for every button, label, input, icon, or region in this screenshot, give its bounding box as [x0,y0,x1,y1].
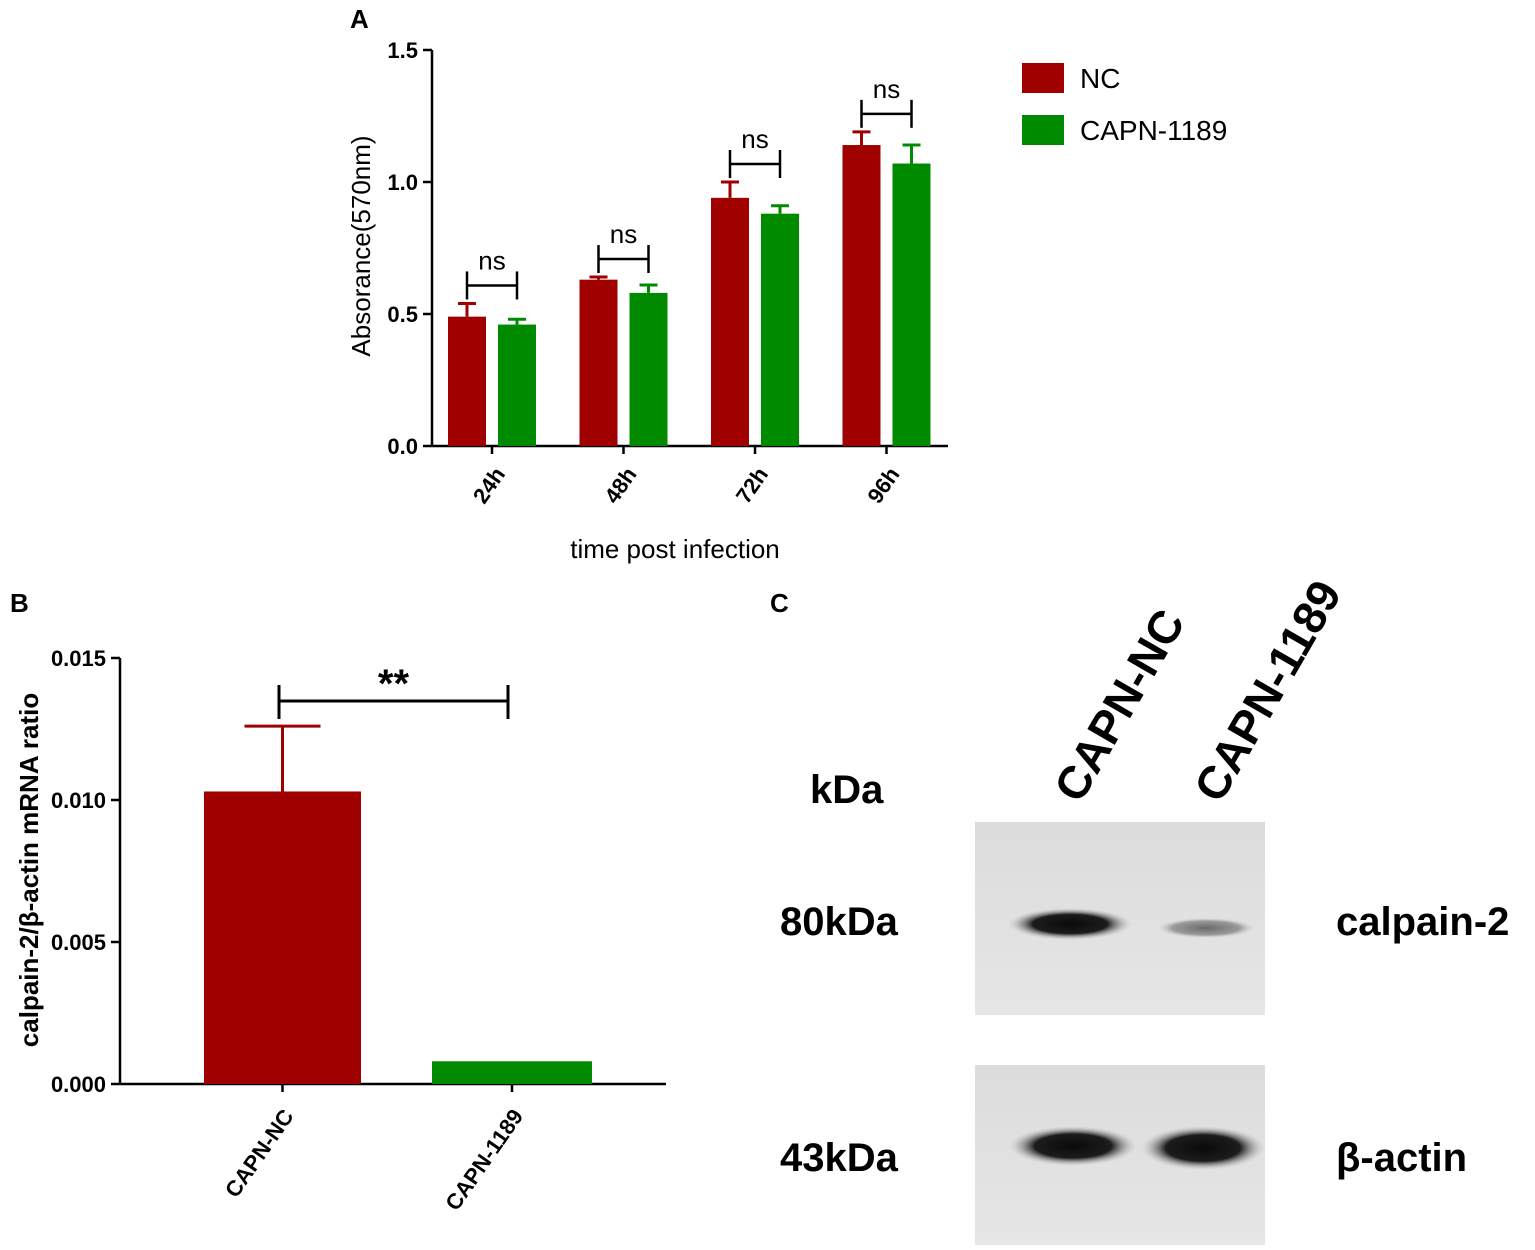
blot-unit-label: kDa [810,768,884,812]
chart-b-y-tick-label: 0.015 [51,646,106,671]
blot-protein-calpain-2: calpain-2 [1336,900,1509,944]
chart-a-bar-capn-1189 [629,292,668,446]
legend-swatch-nc [1022,63,1064,93]
blot-lane-label-capn-1189: CAPN-1189 [1184,571,1352,810]
panel-letter-c: C [770,588,789,618]
chart-b-y-tick-label: 0.010 [51,788,106,813]
chart-a-legend: NC CAPN-1189 [1022,63,1227,146]
chart-b-ylabel: calpain-2/β-actin mRNA ratio [14,693,44,1047]
chart-a-bar-nc [711,197,749,446]
chart-a-bar-nc [579,279,618,446]
chart-b-x-tick-label: CAPN-1189 [440,1105,528,1216]
blot-band-beta-actin-capn-1189 [1141,1126,1265,1170]
blot-band-beta-actin-capn-nc [1009,1126,1137,1166]
chart-a-xlabel: time post infection [570,534,780,564]
chart-a-y-tick-label: 0.5 [387,302,418,327]
chart-a-x-tick-label: 96h [862,463,904,508]
chart-a-y-tick-label: 1.5 [387,38,418,63]
chart-b: calpain-2/β-actin mRNA ratio 0.000 0.005 0… [14,646,666,1215]
blot-band-calpain-2-capn-nc [1008,908,1132,940]
chart-a-bar-nc [842,145,881,447]
chart-a-sig-label: ns [873,74,900,104]
chart-a-sig-label: ns [478,245,505,275]
chart-a-bar-capn-1189 [498,324,536,446]
blot-protein-beta-actin: β-actin [1336,1136,1467,1180]
chart-b-sig-label: ** [378,662,410,706]
legend-label-nc: NC [1080,63,1120,94]
chart-a-x-tick-label: 48h [599,463,641,508]
blot-band-calpain-2-capn-1189 [1158,918,1254,938]
panel-letter-a: A [350,4,369,34]
chart-a-sig-label: ns [741,124,768,154]
legend-label-capn-1189: CAPN-1189 [1080,115,1227,146]
chart-a: Absorance(570nm) time post infection NC … [346,38,1227,564]
chart-b-bar-capn-1189 [432,1061,592,1084]
blot-lane-label-capn-nc: CAPN-NC [1044,600,1195,810]
chart-a-sig-label: ns [610,219,637,249]
blot-size-80kda: 80kDa [780,900,899,944]
chart-a-ylabel: Absorance(570nm) [346,135,376,356]
chart-b-x-tick-label: CAPN-NC [220,1104,299,1202]
chart-a-bar-nc [448,316,486,446]
chart-a-bar-capn-1189 [892,163,931,446]
chart-b-y-tick-label: 0.000 [51,1072,106,1097]
panel-letter-b: B [10,588,29,618]
legend-swatch-capn-1189 [1022,115,1064,145]
chart-a-bar-capn-1189 [761,213,799,446]
chart-a-y-tick-label: 0.0 [387,434,418,459]
chart-a-x-tick-label: 72h [731,463,773,508]
chart-b-bar-capn-nc [204,791,361,1084]
western-blot: kDa CAPN-NC CAPN-1189 80kDa 43kDa calpai… [780,571,1509,1245]
chart-a-y-tick-label: 1.0 [387,170,418,195]
chart-b-y-tick-label: 0.005 [51,930,106,955]
blot-size-43kda: 43kDa [780,1136,899,1180]
chart-a-x-tick-label: 24h [468,463,510,508]
